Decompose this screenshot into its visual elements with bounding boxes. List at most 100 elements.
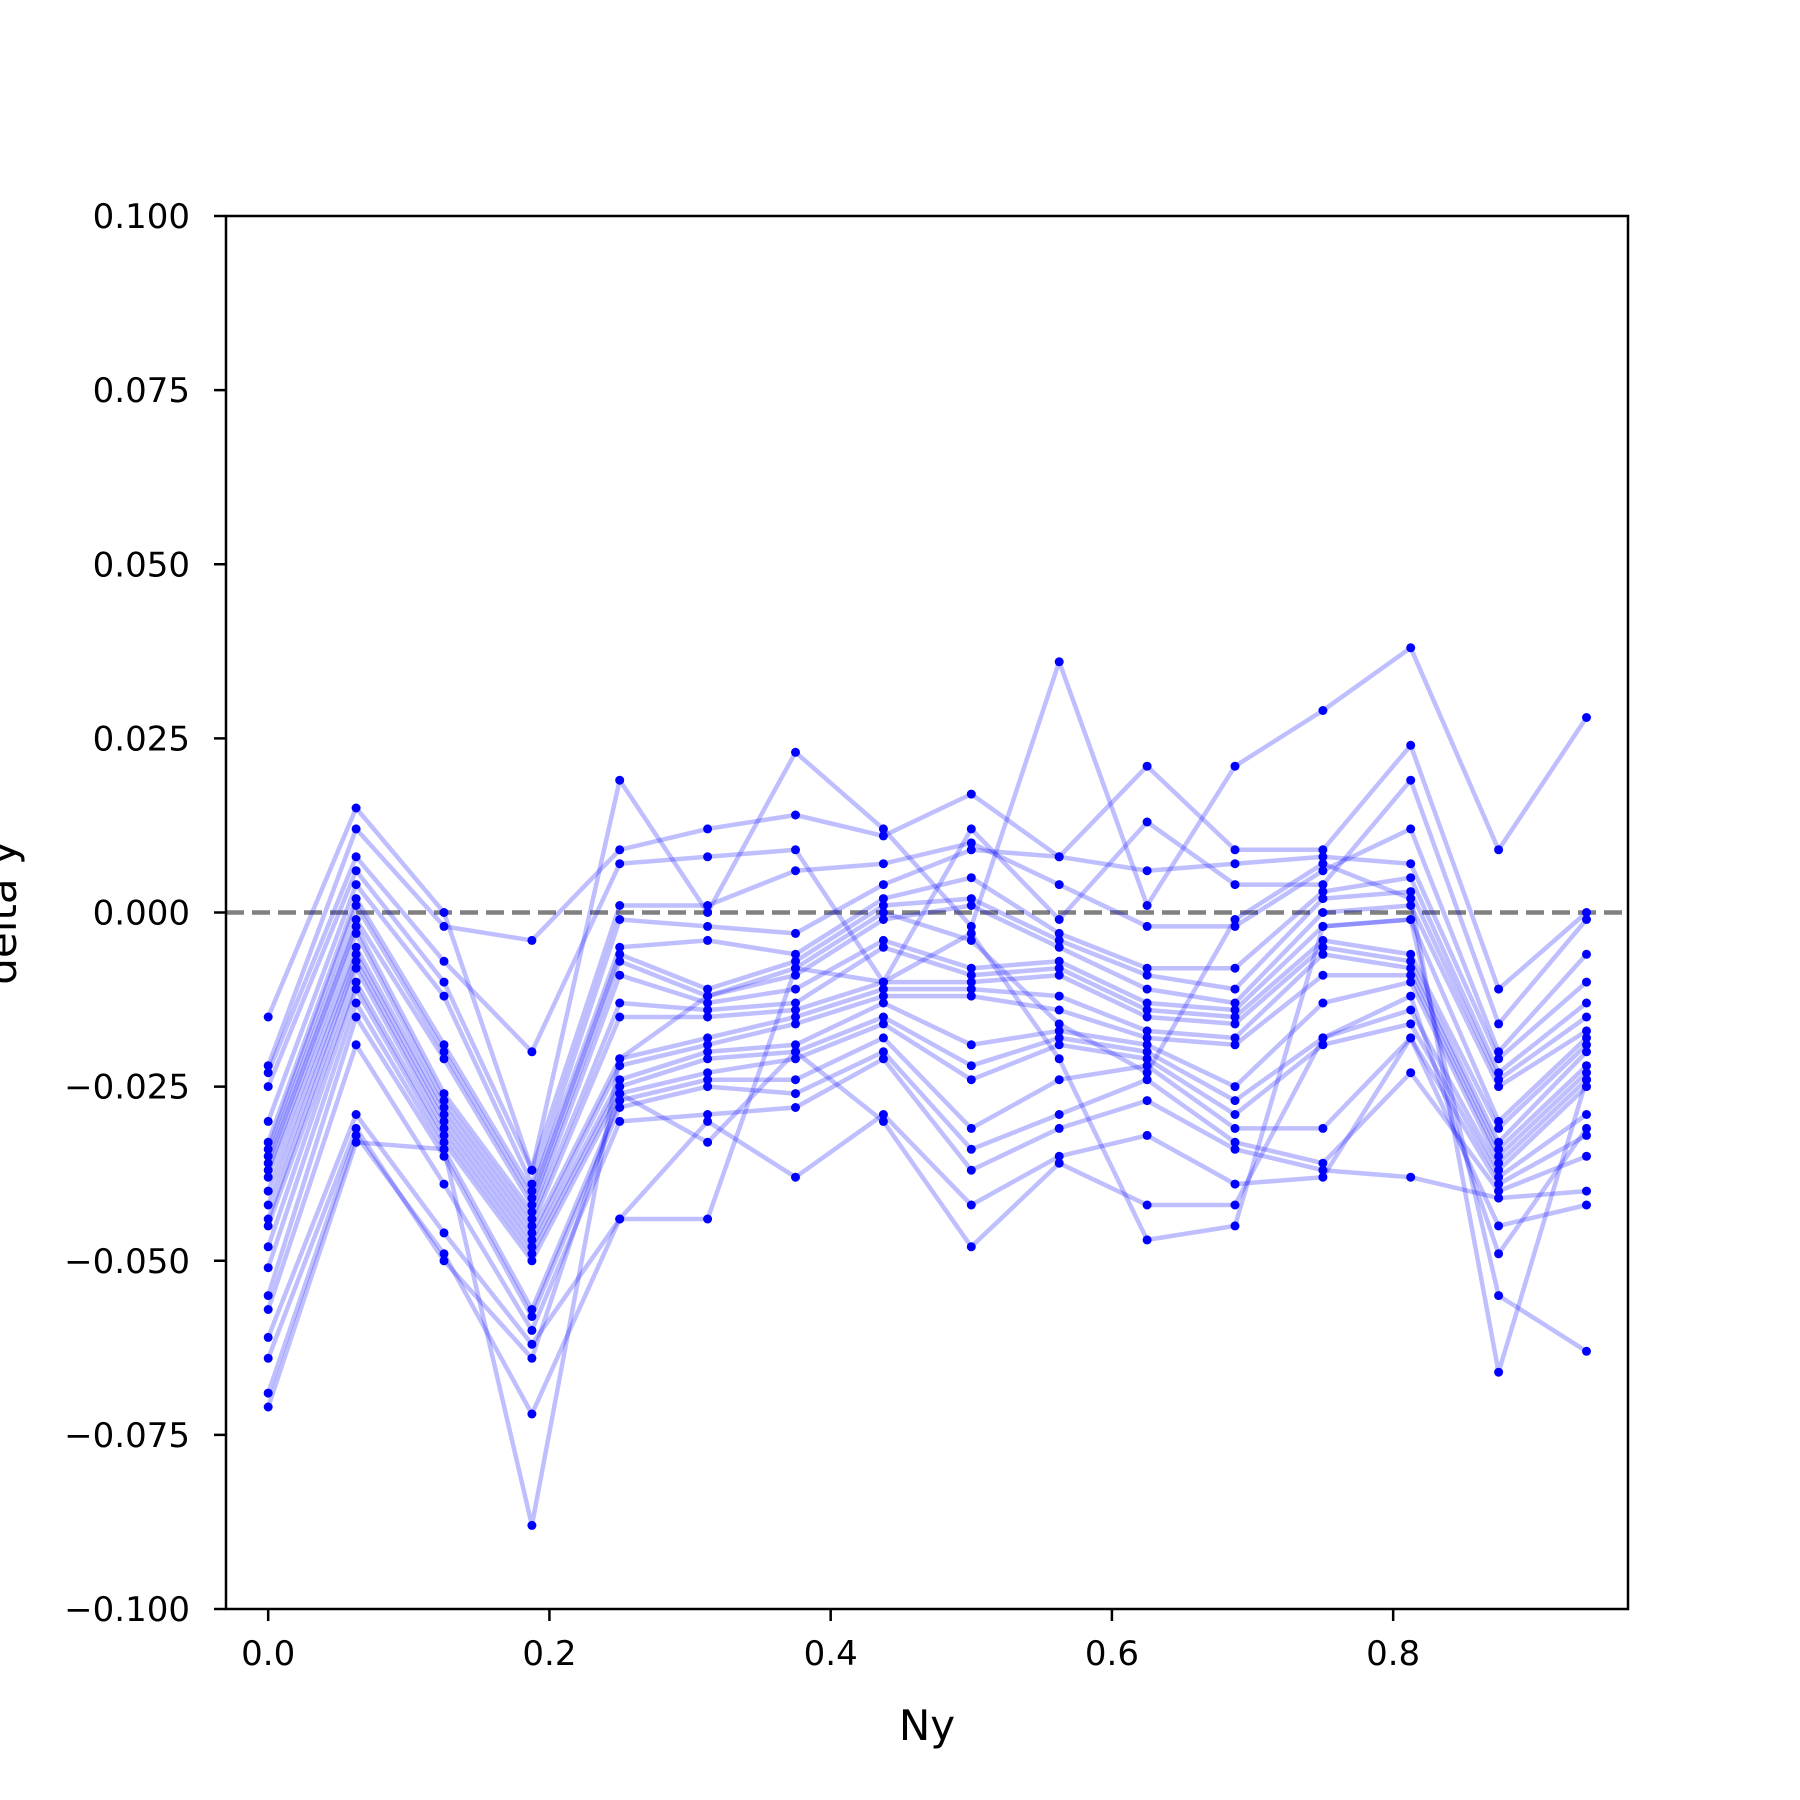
data-point-s19-12 [1230,1144,1240,1154]
data-point-s18-6 [703,1082,713,1092]
data-point-s5-5 [615,915,625,924]
data-point-s13-14 [1406,970,1416,980]
data-point-s6-1 [263,1137,273,1147]
data-point-s23-5 [615,1054,625,1064]
data-point-s22-9 [966,928,976,938]
data-point-s9-4 [527,1207,537,1217]
data-point-s1-11 [1142,901,1152,910]
data-point-s10-6 [703,1005,713,1015]
data-point-s19-15 [1494,1193,1504,1203]
data-point-s20-6 [703,1116,713,1126]
data-point-s15-11 [1142,1047,1152,1057]
data-point-s20-9 [966,1200,976,1210]
data-point-s2-15 [1494,984,1504,994]
data-point-s14-3 [439,1123,449,1133]
data-point-s20-7 [791,1172,800,1182]
data-point-s10-1 [263,1165,273,1175]
data-point-s13-11 [1142,1033,1152,1043]
data-point-s20-10 [1054,1151,1064,1161]
data-point-s15-9 [966,1061,976,1071]
data-point-s4-4 [527,1165,537,1175]
data-point-s9-6 [703,998,713,1008]
data-point-s10-15 [1494,1123,1504,1133]
x-tick-label: 0.2 [522,1634,576,1674]
data-point-s6-11 [1142,963,1152,973]
data-point-s22-10 [1054,1054,1064,1064]
data-point-s1-3 [439,908,449,917]
data-point-s20-15 [1494,1221,1504,1231]
data-point-s14-7 [791,1040,800,1050]
data-point-s20-2 [351,1110,361,1119]
data-point-s3-1 [263,1068,273,1078]
data-point-s23-14 [1406,894,1416,904]
data-point-s17-10 [1054,1075,1064,1085]
series-line-14 [266,965,1589,1250]
y-axis-ticks: −0.100 −0.075 −0.050 −0.025 0.000 0.025 0.050 0… [64,197,226,1630]
data-point-s19-8 [878,1054,888,1064]
data-point-s14-8 [878,998,888,1008]
data-point-s4-3 [439,977,449,987]
data-point-s16-15 [1494,1172,1504,1182]
data-point-s16-11 [1142,1054,1152,1064]
data-point-s6-5 [615,942,625,952]
data-point-s1-9 [966,921,976,931]
series-line-16 [266,986,1588,1264]
y-tick-label: −0.025 [64,1068,190,1108]
data-point-s23-1 [263,1402,273,1412]
data-point-s6-13 [1318,887,1328,897]
data-point-s12-1 [263,1186,273,1196]
data-point-s12-2 [351,949,361,959]
data-point-s23-2 [351,1137,361,1147]
data-point-s12-3 [439,1110,449,1119]
data-point-s9-10 [1054,956,1064,966]
data-point-s13-8 [878,991,888,1001]
data-point-s5-10 [1054,852,1064,862]
data-point-s8-11 [1142,984,1152,994]
data-point-s17-4 [527,1305,537,1314]
data-point-s2-16 [1582,908,1591,917]
x-tick-label: 0.4 [804,1634,858,1674]
data-point-s23-12 [1230,915,1240,924]
data-point-s17-7 [791,1075,800,1085]
data-point-s18-13 [1318,1158,1328,1168]
data-point-s8-13 [1318,908,1328,917]
data-point-s11-3 [439,1103,449,1112]
data-point-s17-1 [263,1263,273,1273]
data-point-s9-11 [1142,998,1152,1008]
data-point-s19-3 [439,1179,449,1189]
data-point-s23-6 [703,991,713,1001]
data-point-s20-13 [1318,1172,1328,1182]
data-point-s13-12 [1230,1040,1240,1050]
data-point-s12-16 [1582,1061,1591,1071]
data-point-s20-8 [878,1110,888,1119]
data-point-s14-15 [1494,1158,1504,1168]
data-point-s22-11 [1142,1235,1152,1245]
data-point-s4-2 [351,866,361,876]
data-point-s8-9 [966,901,976,910]
data-point-s13-4 [527,1235,537,1245]
data-point-s8-12 [1230,998,1240,1008]
data-point-s20-4 [527,1339,537,1349]
data-point-s14-2 [351,963,361,973]
data-point-s8-15 [1494,1082,1504,1092]
data-point-s18-16 [1582,1151,1591,1161]
data-point-s12-12 [1230,1033,1240,1043]
data-point-s19-7 [791,1103,800,1112]
data-point-s10-16 [1582,1040,1591,1050]
data-point-s5-8 [878,880,888,890]
data-point-s21-3 [439,1256,449,1266]
data-point-s21-1 [263,1353,273,1363]
data-point-s18-4 [527,1312,537,1321]
data-point-s15-3 [439,1130,449,1140]
data-point-s7-11 [1142,970,1152,980]
data-point-s16-16 [1582,1110,1591,1119]
data-point-s18-12 [1230,1137,1240,1147]
data-point-s21-2 [351,1123,361,1133]
data-point-s14-5 [615,1075,625,1085]
data-point-s4-14 [1406,824,1416,834]
data-point-s13-10 [1054,1005,1064,1015]
series-line-12 [266,952,1589,1236]
data-point-s1-6 [703,908,713,917]
data-point-s16-2 [351,984,361,994]
